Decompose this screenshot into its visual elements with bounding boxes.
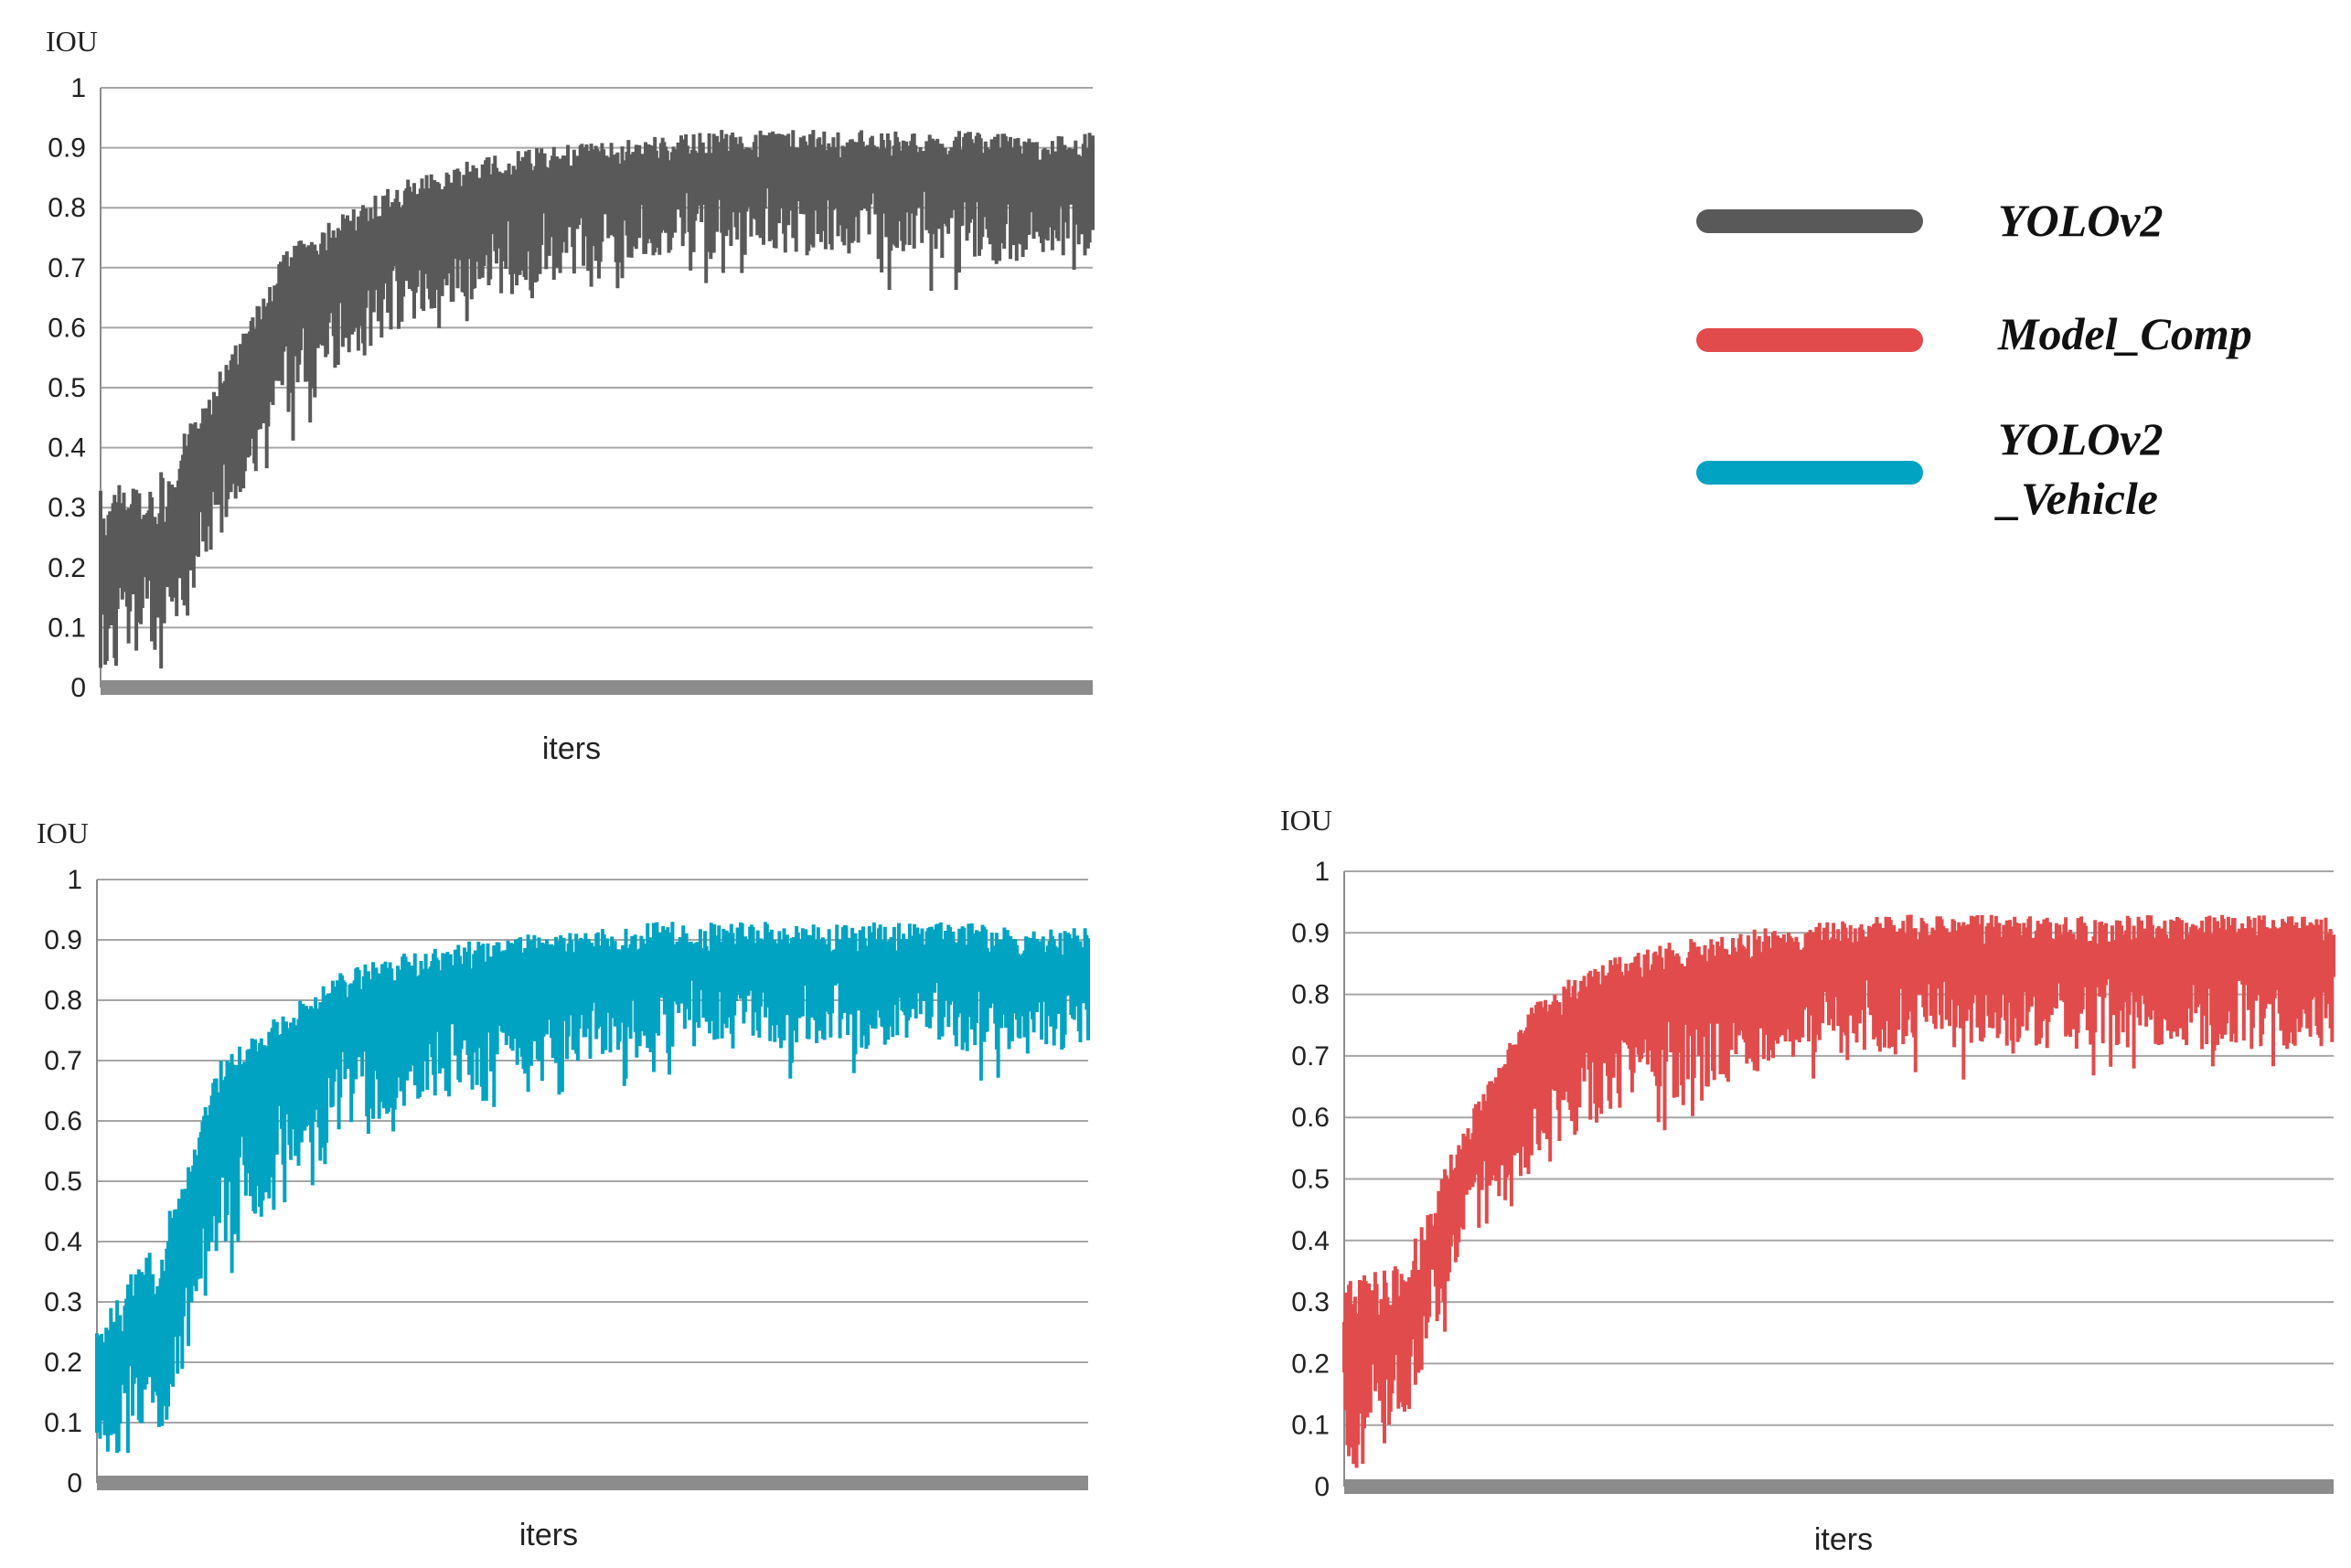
legend-label: Model_Comp xyxy=(1997,308,2252,359)
y-tick-label: 0.2 xyxy=(44,1348,82,1378)
x-axis xyxy=(1344,1479,2334,1494)
y-tick-label: 0.8 xyxy=(48,193,86,223)
legend-label: YOLOv2 xyxy=(1998,413,2164,464)
y-tick-label: 0.3 xyxy=(48,493,86,523)
y-tick-label: 0.7 xyxy=(48,253,86,283)
y-tick-label: 0.5 xyxy=(44,1167,82,1197)
y-tick-label: 0.3 xyxy=(44,1287,82,1317)
y-tick-label: 0.6 xyxy=(44,1106,82,1136)
y-tick-label: 0.8 xyxy=(1291,980,1330,1010)
y-tick-label: 0.1 xyxy=(48,613,86,643)
y-tick-label: 0.1 xyxy=(44,1408,82,1438)
legend: YOLOv2 Model_Comp YOLOv2 _Vehicle xyxy=(1696,195,2252,524)
y-tick-label: 0.3 xyxy=(1291,1287,1330,1317)
y-tick-label: 0.4 xyxy=(44,1227,82,1257)
y-tick-label: 0.6 xyxy=(1291,1103,1330,1133)
y-tick-label: 0 xyxy=(70,673,86,703)
y-tick-label: 0.8 xyxy=(44,986,82,1016)
y-tick-label: 0.4 xyxy=(1291,1226,1330,1256)
x-axis-title: iters xyxy=(1814,1522,1873,1557)
y-tick-label: 0 xyxy=(67,1468,82,1499)
y-tick-label: 0.5 xyxy=(48,373,86,403)
x-axis-title: iters xyxy=(519,1518,578,1552)
y-tick-label: 0.9 xyxy=(44,925,82,955)
y-tick-label: 0.1 xyxy=(1291,1411,1330,1441)
y-axis-title: IOU xyxy=(46,25,98,58)
chart-model-comp: 0 0.1 0.2 0.3 0.4 0.5 0.6 0.7 0.8 0.9 1 IOU iters xyxy=(1280,804,2335,1557)
legend-label: _Vehicle xyxy=(1994,473,2158,524)
y-axis-title: IOU xyxy=(1280,804,1332,837)
x-axis-title: iters xyxy=(542,731,601,766)
x-axis xyxy=(101,680,1093,695)
y-tick-label: 0.5 xyxy=(1291,1165,1330,1195)
y-tick-label: 1 xyxy=(67,865,82,895)
y-tick-label: 0.7 xyxy=(44,1046,82,1076)
legend-label: YOLOv2 xyxy=(1998,195,2164,246)
y-tick-label: 1 xyxy=(1314,857,1330,887)
y-tick-label: 0.7 xyxy=(1291,1041,1330,1072)
series-line xyxy=(99,130,1095,669)
y-tick-label: 0.2 xyxy=(48,553,86,583)
series-line xyxy=(95,922,1090,1454)
x-axis xyxy=(97,1476,1088,1490)
chart-yolov2-vehicle: 0 0.1 0.2 0.3 0.4 0.5 0.6 0.7 0.8 0.9 1 IOU iters xyxy=(37,816,1090,1552)
y-tick-label: 0.9 xyxy=(48,133,86,164)
y-tick-label: 0 xyxy=(1314,1472,1330,1502)
y-tick-label: 0.2 xyxy=(1291,1349,1330,1379)
chart-yolov2: 0 0.1 0.2 0.3 0.4 0.5 0.6 0.7 0.8 0.9 1 IOU iters xyxy=(46,25,1095,766)
y-axis-title: IOU xyxy=(37,816,89,849)
y-tick-label: 0.4 xyxy=(48,433,86,464)
y-tick-label: 1 xyxy=(70,73,86,103)
y-tick-label: 0.9 xyxy=(1291,918,1330,948)
y-tick-label: 0.6 xyxy=(48,313,86,343)
series-line xyxy=(1342,914,2335,1468)
